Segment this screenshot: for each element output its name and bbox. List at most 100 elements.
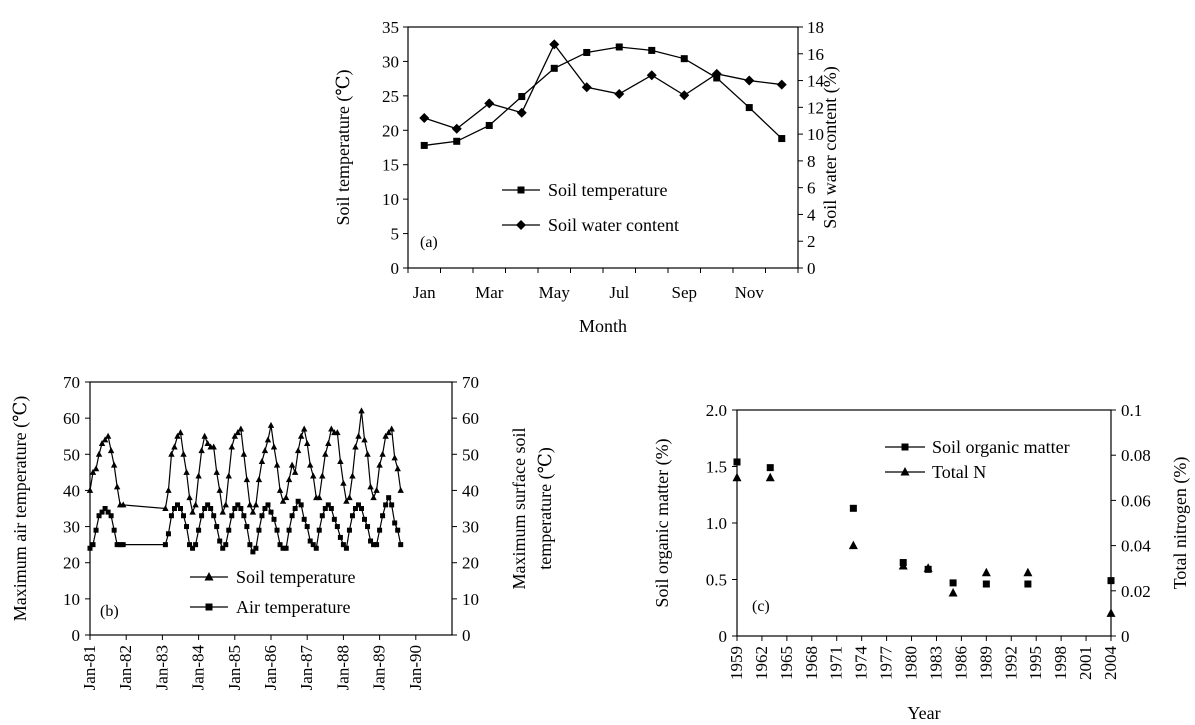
- legend-marker: [204, 572, 214, 581]
- series-1-point: [361, 436, 368, 443]
- series-1-point: [110, 461, 118, 468]
- series-1-point: [192, 501, 199, 508]
- series-1-point: [171, 443, 178, 450]
- series-1-point: [210, 443, 217, 450]
- y-tick-label: 10: [382, 190, 399, 209]
- series-2-point: [614, 88, 625, 99]
- series-2-point: [220, 545, 226, 551]
- y-tick-label: 30: [63, 518, 80, 537]
- series-2-point: [711, 68, 722, 79]
- series-1-point: [300, 425, 308, 432]
- y2-tick-label: 14: [807, 72, 825, 91]
- x-tick-label: 1992: [1001, 646, 1020, 680]
- x-tick-label: Jan-87: [297, 645, 316, 691]
- series-2-point: [765, 472, 775, 482]
- series-1-point: [382, 432, 389, 439]
- y-tick-label: 0.5: [706, 571, 727, 590]
- y-axis-label: Maximum air temperature (℃): [10, 396, 31, 622]
- y2-tick-label: 0.1: [1121, 401, 1142, 420]
- legend-label: Soil temperature: [548, 180, 667, 200]
- series-2-point: [484, 98, 495, 109]
- y2-tick-label: 30: [462, 518, 479, 537]
- series-2-point: [247, 542, 253, 548]
- series-2-point: [223, 542, 229, 548]
- series-2-point: [286, 527, 292, 533]
- panel-c: 0 0.5 1.0 1.5 2.0 0 0.02 0.04 0.06 0.08 0.1 1959 196…: [652, 401, 1191, 723]
- series-1-point: [352, 443, 359, 450]
- series-2-point: [307, 538, 313, 544]
- series-2-point: [171, 506, 177, 511]
- series-1-point: [680, 55, 688, 63]
- y-tick-label: 25: [382, 87, 399, 106]
- series-1-point: [391, 454, 398, 461]
- series-1-point: [325, 439, 332, 446]
- y2-tick-label: 60: [462, 409, 479, 428]
- series-1-point: [177, 429, 184, 436]
- x-tick-label: 1959: [727, 646, 746, 680]
- series-1-point: [322, 450, 329, 457]
- legend-marker: [900, 467, 910, 476]
- series-1-point: [307, 461, 314, 468]
- x-tick-label: Jan-83: [152, 645, 171, 690]
- x-tick-label: Sep: [672, 283, 698, 302]
- series-2-point: [168, 513, 174, 519]
- series-2-point: [325, 502, 331, 508]
- y2-tick-label: 4: [807, 205, 816, 224]
- x-axis-label: Month: [579, 316, 627, 336]
- series-2-point: [398, 542, 404, 548]
- x-tick-label: Jan-86: [261, 645, 280, 690]
- series-1-point: [745, 104, 753, 112]
- y-tick-label: 70: [63, 373, 80, 392]
- series-1-point: [255, 476, 263, 483]
- series-1-point: [291, 468, 299, 475]
- series-1-point: [261, 447, 269, 454]
- series-1-point: [201, 432, 208, 439]
- series-2-point: [241, 513, 247, 519]
- series-2-point: [386, 495, 392, 501]
- x-tick-label: 1974: [852, 646, 871, 681]
- series-1-point: [222, 501, 229, 508]
- series-1-point: [518, 93, 526, 101]
- series-1-point: [101, 436, 109, 443]
- series-1-point: [397, 486, 404, 493]
- series-2-point: [184, 524, 190, 530]
- series-2-point: [371, 542, 377, 548]
- series-2-point: [301, 516, 307, 522]
- series-1-point: [337, 458, 344, 465]
- series-2-point: [274, 527, 280, 533]
- series-1-point: [367, 483, 374, 490]
- series-2-point: [229, 513, 235, 519]
- series-2-point: [174, 502, 180, 508]
- series-2-point: [316, 527, 322, 533]
- series-2-point: [111, 527, 117, 533]
- x-tick-label: 1977: [877, 646, 896, 681]
- series-2-point: [383, 502, 389, 508]
- series-2-point: [114, 542, 120, 548]
- y2-axis-label: Total nitrogen (%): [1170, 457, 1191, 590]
- series-1-point: [379, 450, 386, 457]
- series-2-point: [331, 516, 337, 522]
- x-tick-label: Jan: [413, 283, 436, 302]
- series-2-point: [359, 506, 364, 511]
- series-1-point: [162, 505, 169, 511]
- series-2-point: [310, 542, 316, 548]
- panel-label: (c): [752, 598, 770, 615]
- series-2-point: [295, 498, 301, 504]
- series-2-point: [395, 527, 401, 533]
- series-1-point: [189, 508, 196, 515]
- series-line-2: [424, 43, 782, 130]
- series-1-point: [334, 429, 341, 436]
- series-1-point: [420, 141, 428, 149]
- series-2-point: [328, 506, 334, 511]
- series-1-point: [246, 501, 254, 508]
- panel-b: 0 10 20 30 40 50 60 70 0 10 20 30 40 50 60 70 Jan-81 Jan-…: [10, 373, 556, 690]
- series-2-point: [289, 513, 295, 519]
- x-tick-label: 1983: [926, 646, 945, 680]
- y2-tick-label: 12: [807, 98, 824, 117]
- series-2-point: [232, 506, 238, 511]
- series-2-point: [271, 516, 277, 522]
- series-1-point: [249, 508, 257, 515]
- series-2-point: [377, 527, 383, 533]
- x-tick-label: May: [539, 283, 571, 302]
